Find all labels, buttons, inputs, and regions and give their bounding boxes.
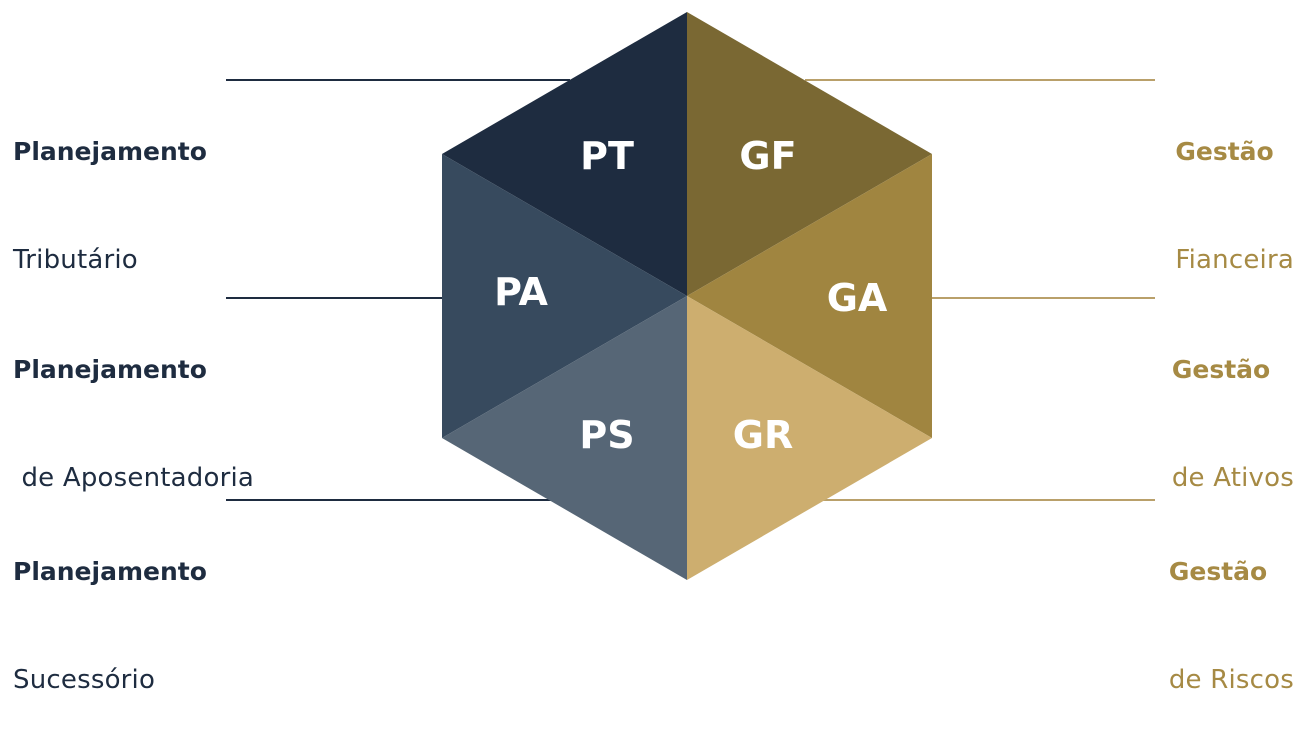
hexagon-diagram: PT PA PS GF GA GR [226, 12, 1155, 580]
segment-code-gr: GR [733, 413, 793, 457]
label-ps-subtitle: Sucessório [13, 665, 156, 695]
label-ps-title: Planejamento [13, 557, 207, 586]
segment-code-gf: GF [739, 134, 796, 178]
label-ga-subtitle: de Ativos [1171, 463, 1294, 493]
label-gr-subtitle: de Riscos [1168, 665, 1294, 695]
segment-pt [442, 12, 687, 296]
segment-gf [687, 12, 932, 296]
label-gf: Gestão Fianceira [1175, 62, 1294, 314]
label-pt-subtitle: Tributário [13, 245, 138, 275]
label-gr: Gestão de Riscos [1169, 482, 1294, 734]
segment-gr [687, 296, 932, 580]
segment-ps [442, 296, 687, 580]
label-gf-title: Gestão [1175, 137, 1274, 166]
label-pa-title: Planejamento [13, 355, 207, 384]
segment-pa [442, 154, 687, 438]
segment-code-pt: PT [580, 134, 634, 178]
segment-ga [687, 154, 932, 438]
label-pt: Planejamento Tributário [13, 62, 207, 314]
label-pa-subtitle: de Aposentadoria [13, 463, 255, 493]
label-ps: Planejamento Sucessório [13, 482, 207, 734]
segment-code-ga: GA [827, 276, 888, 320]
label-pa: Planejamento de Aposentadoria [13, 280, 254, 532]
label-ga: Gestão de Ativos [1172, 280, 1294, 532]
segment-code-ps: PS [579, 413, 634, 457]
label-gf-subtitle: Fianceira [1175, 245, 1294, 275]
label-ga-title: Gestão [1171, 355, 1271, 384]
label-gr-title: Gestão [1168, 557, 1268, 586]
label-pt-title: Planejamento [13, 137, 207, 166]
segment-code-pa: PA [494, 270, 548, 314]
